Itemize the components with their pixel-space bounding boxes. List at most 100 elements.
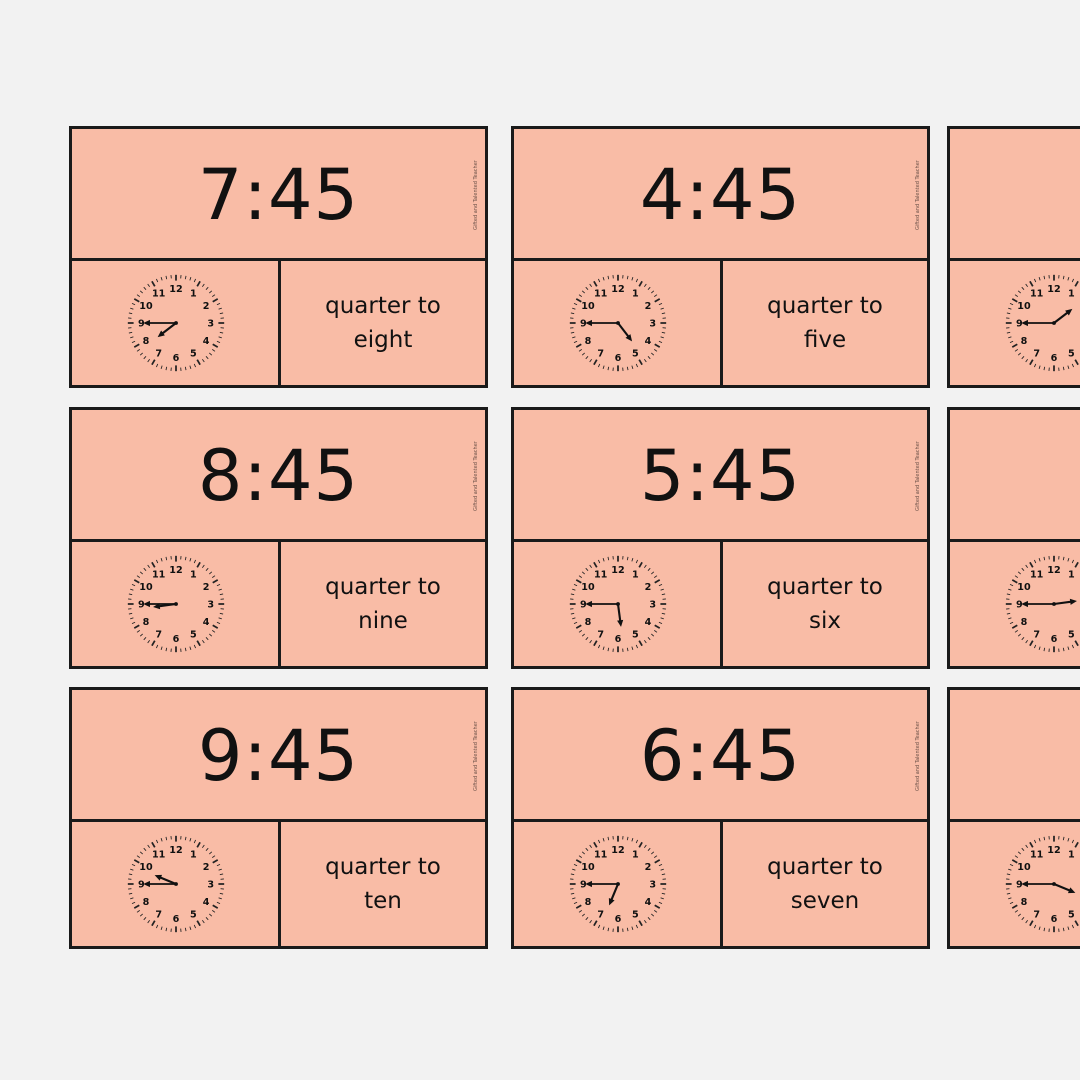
clock-tick [570, 312, 575, 315]
clock-number: 8 [585, 897, 592, 908]
clock-tick [581, 290, 585, 294]
clock-number: 2 [203, 862, 210, 873]
clock-tick [218, 336, 222, 339]
clock-tick [593, 841, 598, 848]
clock-tick [1009, 621, 1014, 624]
clock-tick [1025, 919, 1029, 924]
clock-number: 9 [138, 318, 145, 329]
clock-tick [653, 575, 658, 579]
clock-tick [1071, 924, 1074, 929]
clock-tick [143, 917, 147, 921]
clock-number: 1 [1068, 849, 1075, 860]
clock-tick [219, 312, 224, 315]
clock-tick [218, 868, 222, 871]
digital-time-panel [950, 410, 1080, 542]
clock-number: 3 [649, 879, 656, 890]
clock-number: 1 [190, 569, 197, 580]
clock-number: 1 [190, 849, 197, 860]
clock-number: 4 [203, 617, 210, 628]
clock-tick [139, 913, 143, 917]
clock-tick [578, 348, 583, 352]
clock-tick [661, 331, 666, 334]
clock-tick [147, 358, 151, 363]
clock-tick [147, 844, 151, 849]
clock-tick [643, 919, 647, 924]
clock-tick [647, 637, 651, 641]
clock-number: 7 [597, 349, 604, 360]
clock-tick [651, 633, 655, 637]
clock-tick [575, 904, 582, 909]
clock-tick [1067, 365, 1070, 369]
minute-hand-tip [1021, 880, 1028, 888]
clock-number: 12 [611, 845, 624, 856]
clock-number: 6 [173, 353, 180, 364]
clock-tick [193, 363, 196, 368]
clock-tick [660, 336, 664, 339]
clock-tick [1029, 561, 1034, 568]
clock-tick [578, 294, 583, 298]
credit-text: Gifted and Talented Teacher [915, 441, 921, 511]
clock-tick [1038, 926, 1041, 930]
clock-tick [581, 851, 585, 855]
clock-tick [1043, 275, 1046, 280]
clock-tick [1034, 839, 1037, 844]
clock-tick [575, 343, 582, 348]
clock-tick [661, 593, 666, 596]
clock-tick [575, 579, 582, 584]
clock-number: 11 [1030, 569, 1044, 580]
clock-tick [585, 356, 589, 360]
clock-tick [607, 275, 610, 280]
clock-tick [1038, 558, 1041, 562]
clock-tick [661, 873, 666, 876]
clock-number: 12 [169, 565, 182, 576]
clock-tick [189, 558, 192, 562]
clock-tick [635, 278, 638, 283]
clock-tick [658, 901, 663, 904]
clock-tick [573, 901, 578, 904]
clock-tick [1071, 278, 1074, 283]
clock-number: 2 [203, 582, 210, 593]
clock-tick [1029, 280, 1034, 287]
clock-tick [1043, 927, 1046, 932]
clock-tick [581, 352, 585, 356]
clock-tick [143, 567, 147, 571]
time-card-4: 8:45 Gifted and Talented Teacher 12 1 2 3 4 5… [69, 407, 488, 669]
clock-tick [589, 564, 593, 569]
clock-tick [1011, 859, 1018, 864]
clock-tick [1009, 864, 1014, 867]
clock-tick [1021, 286, 1025, 290]
clock-tick [211, 629, 216, 633]
clock-tick [570, 331, 575, 334]
clock-tick [572, 307, 576, 310]
clock-tick [1067, 646, 1070, 650]
words-line-1: quarter to [767, 574, 883, 600]
words-line-2: seven [790, 888, 860, 914]
clock-number: 5 [190, 910, 197, 921]
clock-tick [651, 290, 655, 294]
clock-tick [211, 855, 216, 859]
hour-hand [1052, 310, 1071, 325]
clock-tick [593, 561, 598, 568]
minute-hand-tip [1021, 319, 1028, 327]
clock-number: 7 [155, 349, 162, 360]
clock-tick [128, 312, 133, 315]
digital-time-panel: 4:45 Gifted and Talented Teacher [514, 129, 927, 261]
clock-tick [128, 593, 133, 596]
clock-tick [136, 855, 141, 859]
clock-tick [578, 575, 583, 579]
clock-tick [635, 644, 638, 649]
clock-center [616, 321, 620, 325]
clock-tick [602, 838, 605, 842]
clock-tick [189, 926, 192, 930]
hour-hand [616, 321, 631, 340]
clock-tick [635, 924, 638, 929]
clock-tick [598, 363, 601, 368]
clock-tick [196, 359, 201, 366]
clock-tick [160, 277, 163, 281]
clock-tick [578, 629, 583, 633]
clock-number: 2 [645, 862, 652, 873]
